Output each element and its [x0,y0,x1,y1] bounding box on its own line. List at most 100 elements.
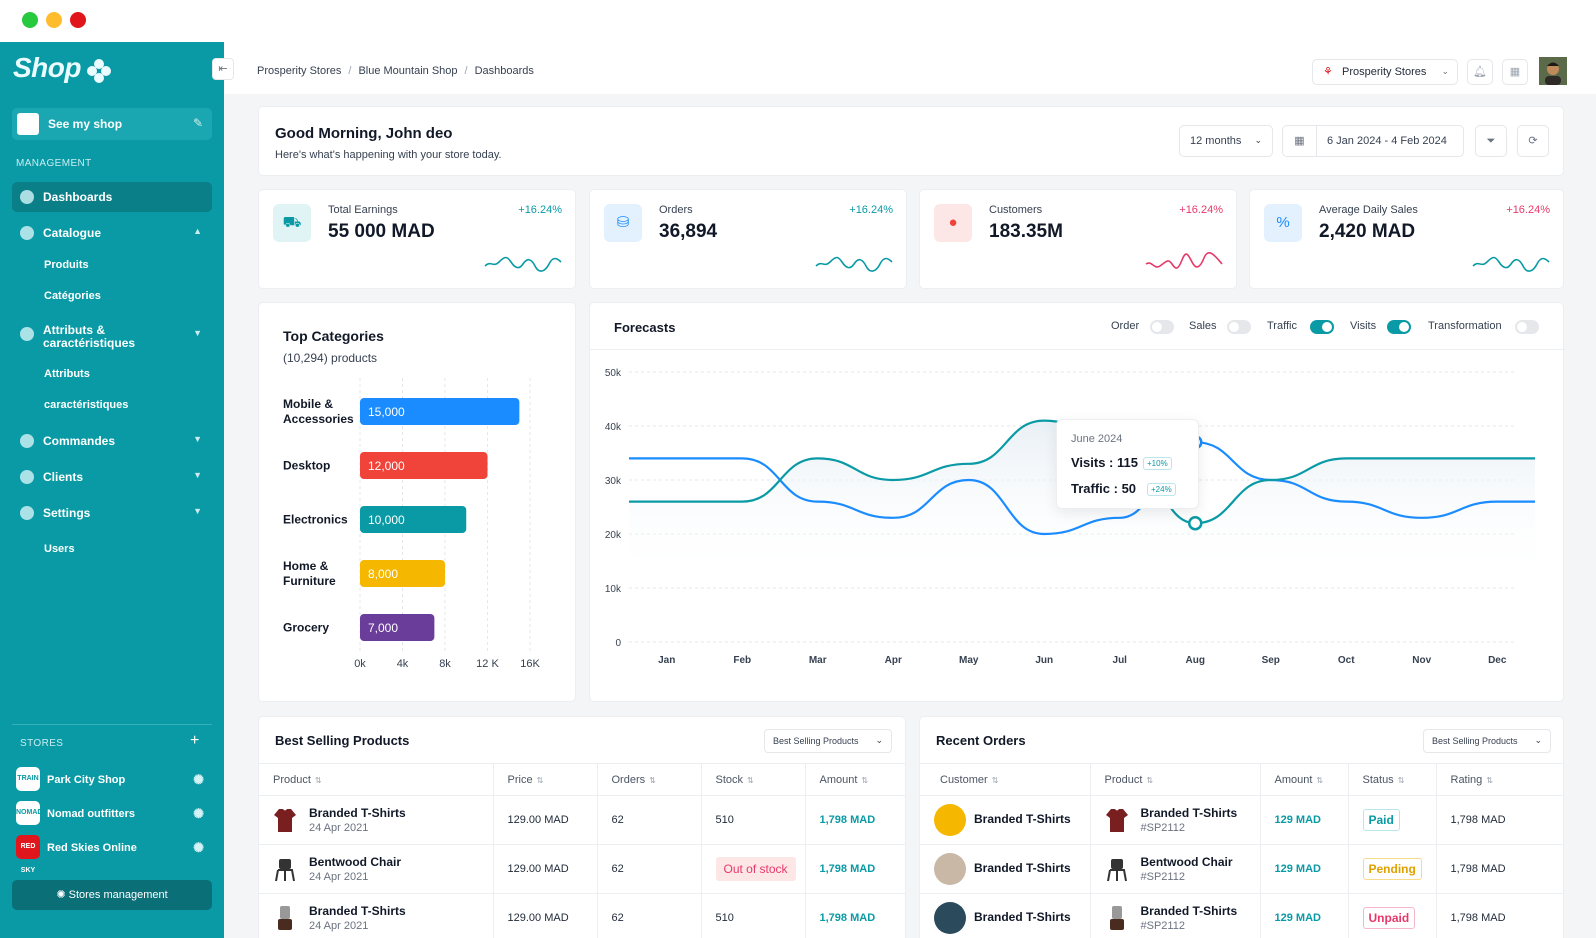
date-range-picker[interactable]: ▦ 6 Jan 2024 - 4 Feb 2024 [1282,125,1464,157]
add-store-button[interactable]: + [190,732,200,749]
nav-users[interactable]: Users [44,543,75,555]
user-avatar[interactable] [1539,57,1567,85]
window-titlebar [0,0,1596,42]
nav-commandes[interactable]: Commandes ▼ [12,426,212,456]
gear-icon[interactable]: ✺ [193,772,204,787]
close-window-button[interactable] [70,12,86,28]
sort-icon: ⇅ [1486,775,1493,785]
stores-management-label: Stores management [68,889,168,901]
best-selling-title: Best Selling Products [275,733,410,748]
maximize-window-button[interactable] [22,12,38,28]
nav-clients[interactable]: Clients ▼ [12,462,212,492]
table-row[interactable]: Branded T-Shirts 24 Apr 2021 129.00 MAD 6… [259,795,905,845]
status-cell: Pending [1347,844,1436,894]
column-header[interactable]: Stock ⇅ [700,763,805,796]
x-tick-label: May [959,655,979,666]
see-my-shop-button[interactable]: See my shop ✎ [12,108,212,140]
best-selling-filter[interactable]: Best Selling Products ⌄ [764,729,892,753]
product-cell: Branded T-Shirts #SP2112 [1089,795,1260,845]
product-cell: Bentwood Chair 24 Apr 2021 [259,844,493,894]
apps-button[interactable]: ▦ [1502,59,1528,85]
filter-button[interactable]: ⏷ [1475,125,1507,157]
category-label: Desktop [283,459,330,473]
toggle-traffic-label: Traffic [1267,320,1297,332]
column-header-label: Product [273,773,311,786]
stores-management-button[interactable]: ✺ Stores management [12,880,212,910]
kpi-card-total-earnings: ⛟ Total Earnings 55 000 MAD +16.24% [258,189,576,289]
nav-caracteristiques[interactable]: caractéristiques [44,399,129,411]
customer-name: Branded T-Shirts [974,811,1071,826]
user-icon: ● [934,204,972,242]
toggle-visits[interactable] [1387,320,1411,334]
table-row[interactable]: Branded T-Shirts Bentwood Chair #SP2112 1… [920,844,1563,894]
stock-cell: 510 [700,893,805,938]
nav-attributs-caracteristiques[interactable]: Attributs & caractéristiques ▼ [12,320,212,350]
gear-icon[interactable]: ✺ [193,840,204,855]
breadcrumb: Prosperity Stores / Blue Mountain Shop / Das… [257,65,534,77]
x-tick-label: Jun [1035,655,1053,666]
nav-attributs[interactable]: Attributs [44,368,90,380]
kpi-change: +16.24% [1506,204,1550,216]
toggle-order-label: Order [1111,320,1140,332]
column-header[interactable]: Product ⇅ [259,763,493,796]
recent-orders-filter-value: Best Selling Products [1432,736,1518,746]
collapse-sidebar-button[interactable]: ⇤ [212,58,234,80]
store-selector[interactable]: ⚘ Prosperity Stores ⌄ [1312,59,1458,85]
toggle-sales[interactable] [1227,320,1251,334]
column-header[interactable]: Amount ⇅ [804,763,905,796]
table-row[interactable]: Branded T-Shirts Branded T-Shirts #SP2112… [920,795,1563,845]
notifications-button[interactable]: 🔔︎ [1467,59,1493,85]
column-header[interactable]: Status ⇅ [1347,763,1436,796]
column-header-label: Price [507,773,533,786]
table-row[interactable]: Branded T-Shirts 24 Apr 2021 129.00 MAD 6… [259,893,905,938]
table-row[interactable]: Branded T-Shirts Branded T-Shirts #SP2112… [920,893,1563,938]
toggle-order[interactable] [1150,320,1174,334]
store-item[interactable]: RED SKY Red Skies Online ✺ [16,835,212,874]
refresh-button[interactable]: ⟳ [1517,125,1549,157]
dashboard-icon [20,190,34,204]
toggle-traffic[interactable] [1310,320,1334,334]
sort-icon: ⇅ [1146,775,1154,785]
store-item[interactable]: NOMAD Nomad outfitters ✺ [16,801,212,827]
blender-icon [278,906,292,930]
table-row[interactable]: Bentwood Chair 24 Apr 2021 129.00 MAD 62 … [259,844,905,894]
breadcrumb-item[interactable]: Dashboards [474,65,534,77]
column-header[interactable]: Customer ⇅ [920,763,1090,796]
customer-name: Branded T-Shirts [974,909,1071,924]
price-cell: 129.00 MAD [492,893,597,938]
breadcrumb-item[interactable]: Prosperity Stores [257,65,342,77]
nav-dashboards[interactable]: Dashboards [12,182,212,212]
nav-produits[interactable]: Produits [44,259,89,271]
chevron-down-icon: ⌄ [875,735,883,745]
status-cell: Unpaid [1347,893,1436,938]
kpi-change: +16.24% [1179,204,1223,216]
toggle-transformation[interactable] [1515,320,1539,334]
nav-settings[interactable]: Settings ▼ [12,498,212,528]
column-header[interactable]: Price ⇅ [492,763,597,796]
minimize-window-button[interactable] [46,12,62,28]
breadcrumb-item[interactable]: Blue Mountain Shop [358,65,458,77]
brand-logo[interactable]: Shop [13,52,82,83]
bar-value-label: 7,000 [368,621,398,635]
nav-catalogue[interactable]: Catalogue ▲ [12,218,212,248]
column-header[interactable]: Orders ⇅ [596,763,701,796]
period-select[interactable]: 12 months ⌄ [1179,125,1273,157]
rating-cell: 1,798 MAD [1435,893,1563,938]
customer-cell: Branded T-Shirts [920,844,1090,894]
tooltip-title: June 2024 [1071,433,1123,445]
nav-categories[interactable]: Catégories [44,290,101,302]
gear-icon[interactable]: ✺ [193,806,204,821]
store-item[interactable]: TRAIN Park City Shop ✺ [16,767,212,793]
column-header[interactable]: Rating ⇅ [1435,763,1563,796]
category-label: Home & [283,559,329,573]
recent-orders-filter[interactable]: Best Selling Products ⌄ [1423,729,1551,753]
nav-attributs-line2: caractéristiques [43,336,136,350]
kpi-label: Total Earnings [328,204,398,216]
x-tick-label: Jan [658,655,675,666]
column-header[interactable]: Product ⇅ [1089,763,1260,796]
column-header[interactable]: Amount ⇅ [1259,763,1348,796]
chair-icon [275,859,295,882]
best-selling-table: Product ⇅ Price ⇅ Orders ⇅ Stock ⇅ Amount ⇅ B… [259,763,905,938]
bell-icon: 🔔︎ [1473,66,1487,78]
kpi-sparkline [484,256,562,272]
